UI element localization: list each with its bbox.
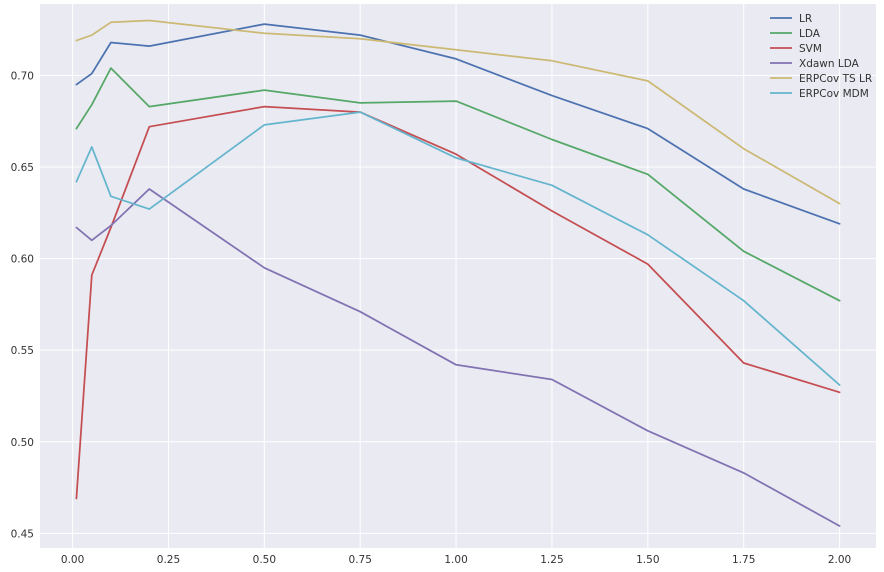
- x-tick-label: 0.00: [61, 554, 84, 566]
- x-tick-label: 2.00: [828, 554, 851, 566]
- plot-background: [40, 4, 876, 548]
- x-tick-label: 1.25: [540, 554, 563, 566]
- y-tick-label: 0.65: [11, 162, 34, 174]
- series-lines: [75, 19, 841, 527]
- x-axis-tick-labels: 0.00 0.25 0.50 0.75 1.00 1.25 1.50 1.75 2.00: [61, 554, 851, 566]
- series-line-lda: [75, 67, 841, 302]
- y-axis-tick-labels: 0.45 0.50 0.55 0.60 0.65 0.70: [11, 70, 34, 540]
- x-tick-label: 0.75: [349, 554, 372, 566]
- legend-label: ERPCov MDM: [799, 88, 869, 100]
- series-line-lr: [75, 23, 841, 225]
- x-tick-label: 1.75: [732, 554, 755, 566]
- legend-label: Xdawn LDA: [799, 58, 860, 70]
- y-tick-label: 0.50: [11, 437, 34, 449]
- x-tick-label: 0.50: [253, 554, 276, 566]
- x-tick-label: 0.25: [157, 554, 180, 566]
- y-tick-label: 0.60: [11, 254, 34, 266]
- x-tick-label: 1.50: [636, 554, 659, 566]
- x-tick-label: 1.00: [444, 554, 467, 566]
- legend-label: SVM: [799, 43, 822, 55]
- legend-label: LDA: [799, 28, 821, 40]
- y-tick-label: 0.55: [11, 345, 34, 357]
- legend-label: ERPCov TS LR: [799, 73, 872, 85]
- series-line-erpcov-ts-lr: [75, 19, 841, 205]
- legend: LR LDA SVM Xdawn LDA ERPCov TS LR ERPCov MDM: [770, 13, 872, 100]
- series-line-erpcov-mdm: [75, 111, 841, 386]
- y-tick-label: 0.45: [11, 528, 34, 540]
- legend-label: LR: [799, 13, 812, 25]
- y-tick-label: 0.70: [11, 70, 34, 82]
- series-line-xdawn-lda: [75, 188, 841, 527]
